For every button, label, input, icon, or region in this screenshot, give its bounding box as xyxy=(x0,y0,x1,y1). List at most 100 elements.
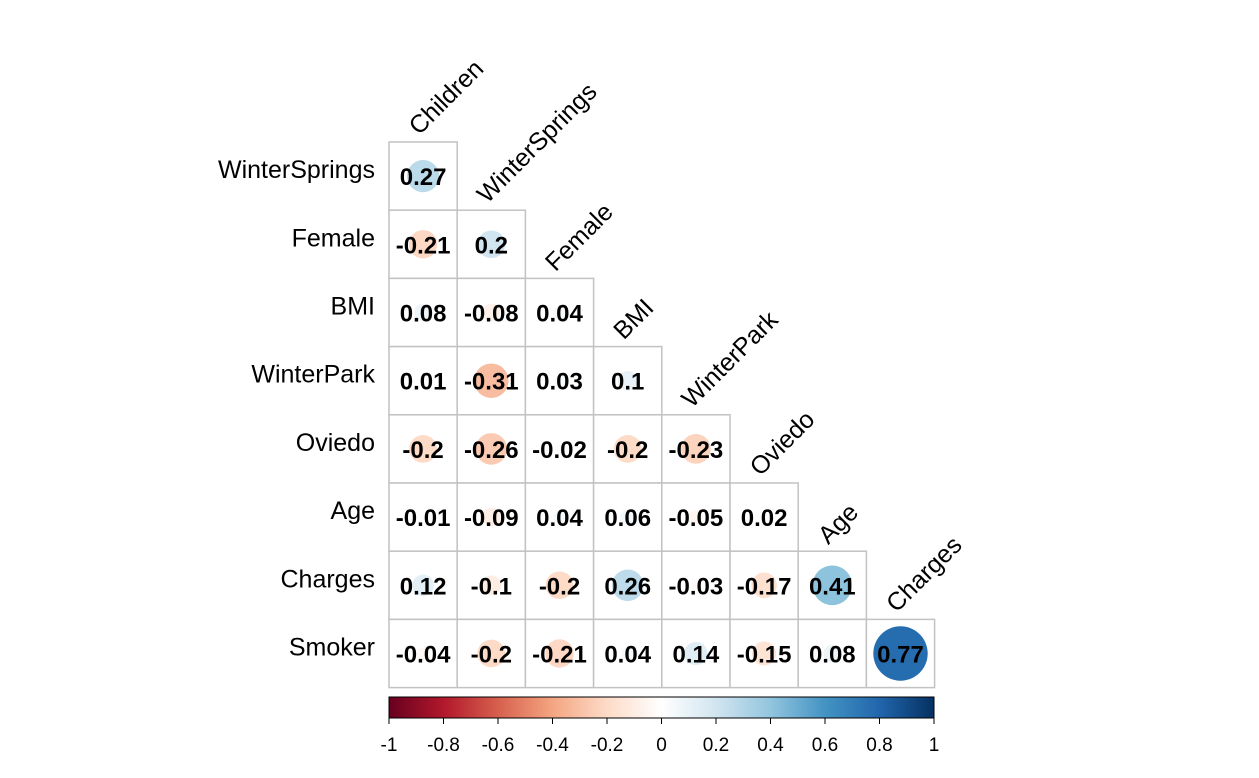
matrix-cell: 0.08 xyxy=(797,618,868,689)
column-label: Oviedo xyxy=(745,405,821,481)
correlation-circle xyxy=(751,572,777,599)
cell-value-label: -0.01 xyxy=(396,505,451,532)
matrix-cells: 0.27 -0.21 0.2 0.08 -0.08 0.04 0.01 -0.31 0.03 0.… xyxy=(388,141,936,689)
correlation-circle xyxy=(613,435,642,463)
matrix-cell: 0.06 xyxy=(592,482,663,552)
cell-value-label: 0.06 xyxy=(604,505,651,532)
matrix-cell: -0.01 xyxy=(388,482,458,552)
cell-value-label: 0.04 xyxy=(604,642,651,669)
matrix-cell: 0.41 xyxy=(797,550,868,621)
correlation-circle xyxy=(406,159,440,193)
matrix-cell: -0.03 xyxy=(661,550,731,621)
cell-value-label: -0.2 xyxy=(471,642,512,669)
cell-value-label: 0.01 xyxy=(400,369,447,396)
matrix-cell: 0.04 xyxy=(592,618,663,689)
correlation-circle xyxy=(545,571,574,600)
cell-value-label: -0.05 xyxy=(669,505,724,532)
correlation-circle xyxy=(555,444,564,454)
cell-border xyxy=(797,550,868,621)
matrix-cell: 0.04 xyxy=(524,482,595,552)
cell-value-label: -0.03 xyxy=(669,573,724,600)
matrix-cell: -0.17 xyxy=(729,550,799,621)
column-label: BMI xyxy=(608,294,659,345)
cell-value-label: -0.15 xyxy=(737,642,792,669)
legend-tick-label: 1 xyxy=(929,735,940,756)
correlation-circle xyxy=(414,303,432,322)
matrix-cell: -0.04 xyxy=(388,618,458,689)
cell-value-label: 0.27 xyxy=(400,164,447,191)
legend-tick-label: -0.4 xyxy=(536,735,569,756)
row-labels: WinterSprings Female BMI WinterPark Oviedo Ag… xyxy=(218,156,375,661)
correlation-circle xyxy=(553,510,566,524)
matrix-cell: 0.2 xyxy=(456,209,527,280)
matrix-cell: -0.09 xyxy=(456,482,527,552)
cell-value-label: -0.2 xyxy=(402,437,443,464)
column-label: Age xyxy=(813,498,864,549)
cell-value-label: -0.2 xyxy=(539,573,580,600)
cell-value-label: -0.26 xyxy=(464,437,519,464)
cell-value-label: 0.04 xyxy=(536,505,583,532)
matrix-cell: 0.01 xyxy=(388,345,458,416)
row-label: WinterSprings xyxy=(218,156,375,184)
correlation-circle xyxy=(873,626,928,681)
matrix-cell: 0.14 xyxy=(661,618,731,689)
legend-tick-label: 0.8 xyxy=(866,735,892,756)
correlation-circle xyxy=(408,230,438,259)
matrix-cell: 0.04 xyxy=(524,277,595,348)
correlation-circle xyxy=(553,306,566,319)
row-label: Charges xyxy=(281,565,376,593)
matrix-cell: 0.12 xyxy=(388,550,458,621)
correlation-circle xyxy=(681,434,711,464)
legend-tick-label: -1 xyxy=(381,735,398,756)
matrix-cell: -0.21 xyxy=(524,618,595,689)
row-label: Oviedo xyxy=(296,429,375,457)
cell-value-label: -0.31 xyxy=(464,369,519,396)
cell-value-label: -0.23 xyxy=(669,437,724,464)
correlation-circle xyxy=(474,363,509,398)
correlation-circle xyxy=(617,370,638,391)
correlation-circle xyxy=(481,575,502,596)
correlation-circle xyxy=(684,641,708,666)
correlation-circle xyxy=(475,433,508,465)
cell-value-label: 0.02 xyxy=(741,505,788,532)
matrix-cell: -0.2 xyxy=(388,414,458,484)
cell-value-label: -0.21 xyxy=(396,232,451,259)
color-legend: -1 -0.8 -0.6 -0.4 -0.2 0 0.2 0.4 0.6 0.8 1 xyxy=(381,696,940,756)
column-label: Charges xyxy=(881,531,968,618)
correlation-circle xyxy=(477,639,506,668)
legend-tick-label: 0.2 xyxy=(703,735,729,756)
cell-value-label: 0.14 xyxy=(673,642,720,669)
correlation-circle xyxy=(752,641,777,666)
matrix-cell: -0.1 xyxy=(456,550,527,621)
cell-value-label: -0.21 xyxy=(532,642,587,669)
matrix-cell: -0.26 xyxy=(456,414,527,484)
cell-value-label: -0.09 xyxy=(464,505,519,532)
matrix-cell: -0.21 xyxy=(388,209,458,280)
correlation-circle xyxy=(416,647,430,660)
column-label: Female xyxy=(540,198,619,277)
column-label: WinterSprings xyxy=(472,78,603,209)
cell-value-label: 0.03 xyxy=(536,369,583,396)
cell-value-label: 0.04 xyxy=(536,301,583,328)
matrix-cell: -0.02 xyxy=(524,414,595,484)
legend-tick-label: 0 xyxy=(656,735,667,756)
correlation-circle xyxy=(621,647,634,660)
matrix-cell: -0.23 xyxy=(661,414,731,484)
correlation-circle xyxy=(409,435,437,463)
matrix-cell: -0.2 xyxy=(456,618,527,689)
row-label: WinterPark xyxy=(251,361,375,389)
correlation-circle xyxy=(477,230,506,259)
cell-value-label: 0.41 xyxy=(809,573,856,600)
legend-tick-label: -0.2 xyxy=(591,735,624,756)
cell-value-label: 0.1 xyxy=(611,369,644,396)
legend-tick-label: 0.6 xyxy=(812,735,838,756)
correlation-circle xyxy=(690,579,702,591)
cell-value-label: 0.08 xyxy=(809,642,856,669)
correlation-circle xyxy=(812,565,853,606)
matrix-cell: 0.03 xyxy=(524,345,595,416)
correlation-circle xyxy=(420,377,427,384)
correlation-circle xyxy=(688,510,703,525)
cell-value-label: 0.26 xyxy=(604,573,651,600)
cell-value-label: 0.08 xyxy=(400,301,447,328)
